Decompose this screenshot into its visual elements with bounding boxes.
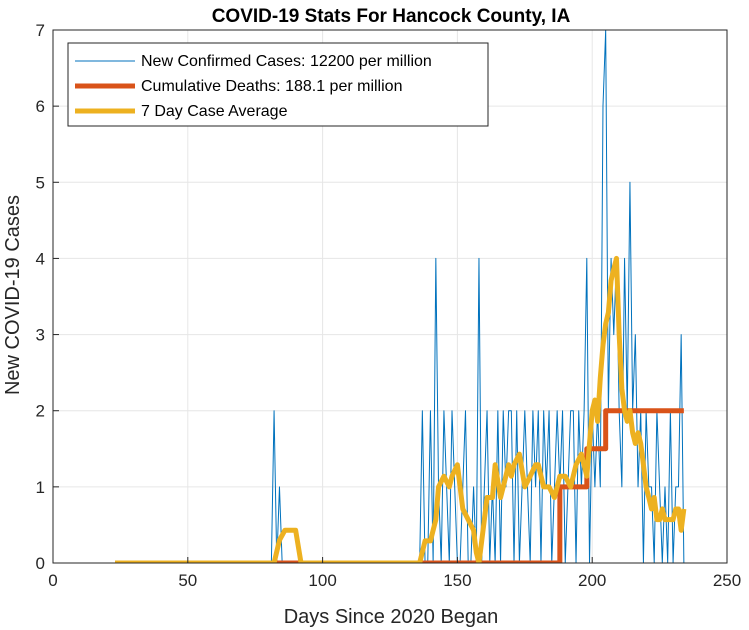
y-tick-label: 5: [36, 173, 45, 192]
y-axis-title: New COVID-19 Cases: [2, 195, 24, 395]
legend-box: [67, 42, 489, 127]
legend-label-7day-average: 7 Day Case Average: [141, 103, 288, 120]
series-line-cumulative-deaths: [115, 408, 684, 563]
y-tick-label: 0: [36, 554, 45, 573]
legend: New Confirmed Cases: 12200 per million C…: [67, 42, 489, 127]
x-tick-label: 150: [443, 571, 471, 590]
x-tick-label: 250: [713, 571, 741, 590]
x-axis-title: Days Since 2020 Began: [284, 606, 499, 628]
legend-label-new-cases: New Confirmed Cases: 12200 per million: [141, 53, 432, 70]
series-layer: [115, 30, 687, 563]
plot-frame: [52, 29, 728, 564]
y-tick-label: 4: [36, 249, 45, 268]
x-tick-label: 0: [48, 571, 57, 590]
y-tick-label: 6: [36, 97, 45, 116]
legend-label-deaths: Cumulative Deaths: 188.1 per million: [141, 78, 402, 95]
x-tick-label: 200: [578, 571, 606, 590]
y-tick-label: 1: [36, 478, 45, 497]
x-tick-label: 100: [308, 571, 336, 590]
tick-layer: 0 50 100 150 200 250 0 1 2 3 4 5 6 7: [36, 21, 742, 590]
series-line-7day-average: [115, 255, 687, 563]
y-tick-label: 3: [36, 326, 45, 345]
x-tick-label: 50: [178, 571, 197, 590]
y-tick-label: 7: [36, 21, 45, 40]
y-tick-label: 2: [36, 402, 45, 421]
chart-title: COVID-19 Stats For Hancock County, IA: [212, 6, 571, 27]
series-line-new-cases: [115, 30, 685, 563]
